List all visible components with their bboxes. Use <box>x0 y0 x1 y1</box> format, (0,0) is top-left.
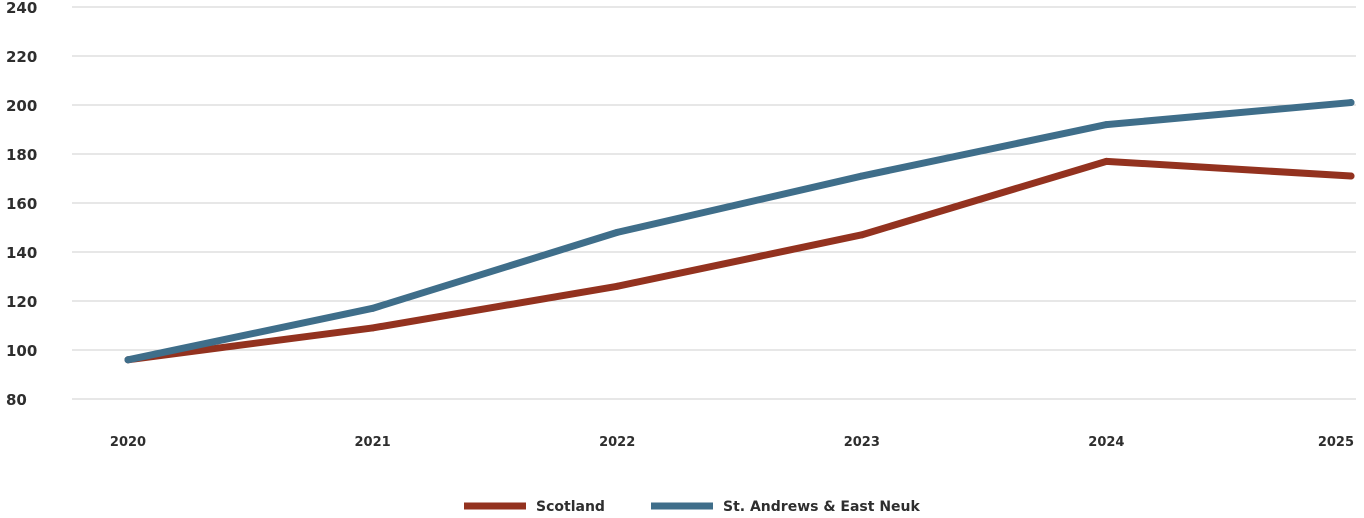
data-point <box>124 356 132 364</box>
x-tick-label: 2024 <box>1088 435 1124 450</box>
y-axis-tick-labels: 80 100 120 140 160 180 200 220 240 <box>6 0 37 409</box>
series-line-0 <box>124 157 1355 364</box>
x-tick-label: 2021 <box>355 435 391 450</box>
x-axis-tick-labels: 2020 2021 2022 2023 2024 2025 <box>110 435 1354 450</box>
data-point <box>1347 99 1355 107</box>
y-tick-label: 220 <box>6 48 37 66</box>
y-tick-label: 100 <box>6 342 37 360</box>
grid-lines <box>72 6 1356 400</box>
data-point <box>858 172 866 180</box>
data-point <box>1102 121 1110 129</box>
data-point <box>613 228 621 236</box>
data-point <box>369 304 377 312</box>
data-point <box>858 231 866 239</box>
legend: Scotland St. Andrews & East Neuk <box>464 499 921 515</box>
data-point <box>369 324 377 332</box>
y-tick-label: 200 <box>6 97 37 115</box>
x-tick-label: 2023 <box>844 435 880 450</box>
series-lines <box>124 99 1355 364</box>
x-tick-label: 2025 <box>1318 435 1354 450</box>
data-point <box>1102 157 1110 165</box>
y-tick-label: 140 <box>6 244 37 262</box>
y-tick-label: 80 <box>6 391 27 409</box>
legend-label: Scotland <box>536 499 605 515</box>
y-tick-label: 160 <box>6 195 37 213</box>
series-line-1 <box>124 99 1355 364</box>
x-tick-label: 2022 <box>599 435 635 450</box>
y-tick-label: 240 <box>6 0 37 17</box>
legend-label: St. Andrews & East Neuk <box>723 499 921 515</box>
data-point <box>1347 172 1355 180</box>
y-tick-label: 180 <box>6 146 37 164</box>
x-tick-label: 2020 <box>110 435 146 450</box>
y-tick-label: 120 <box>6 293 37 311</box>
data-point <box>613 282 621 290</box>
